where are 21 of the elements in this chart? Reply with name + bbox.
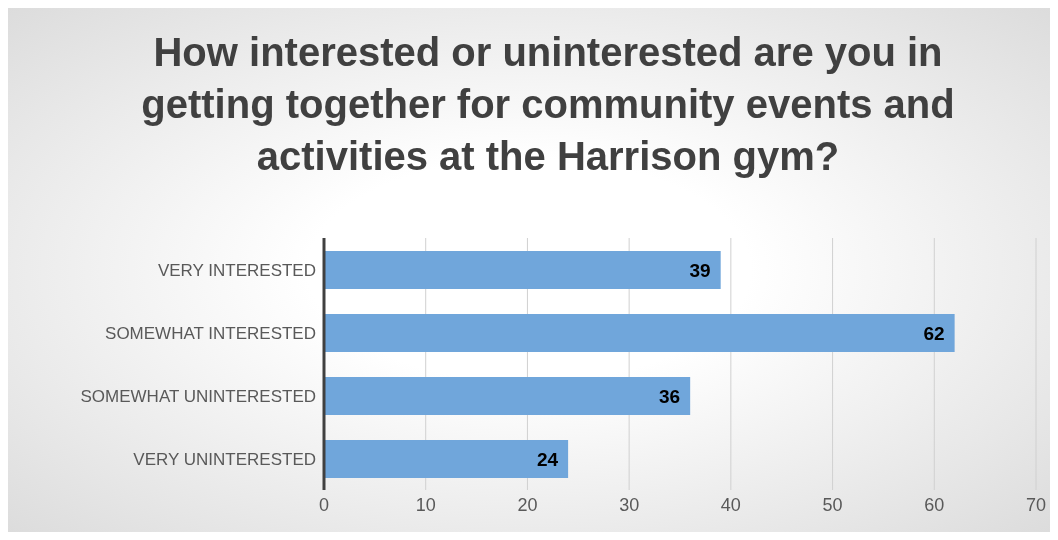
bar (324, 251, 721, 289)
x-tick-label: 70 (1025, 494, 1047, 515)
x-tick-label: 20 (517, 494, 538, 515)
x-tick-label: 30 (619, 494, 640, 515)
x-tick-label: 60 (924, 494, 945, 515)
x-tick-label: 0 (318, 494, 330, 515)
x-tick-label: 50 (822, 494, 843, 515)
y-tick-label: SOMEWHAT INTERESTED (105, 323, 316, 343)
data-label: 24 (536, 448, 559, 470)
bar (324, 440, 569, 478)
data-label: 62 (923, 322, 945, 344)
y-tick-label: SOMEWHAT UNINTERESTED (80, 386, 316, 406)
bar (324, 377, 691, 415)
y-tick-label: VERY UNINTERESTED (133, 449, 316, 469)
bar (324, 314, 955, 352)
data-label: 36 (659, 385, 681, 407)
data-label: 39 (689, 259, 711, 281)
x-tick-label: 10 (415, 494, 436, 515)
x-tick-label: 40 (720, 494, 741, 515)
chart-title: How interested or uninterested are you in getting together for community events and activities at the Harrison gym? (140, 29, 956, 180)
y-tick-label: VERY INTERESTED (157, 260, 316, 280)
